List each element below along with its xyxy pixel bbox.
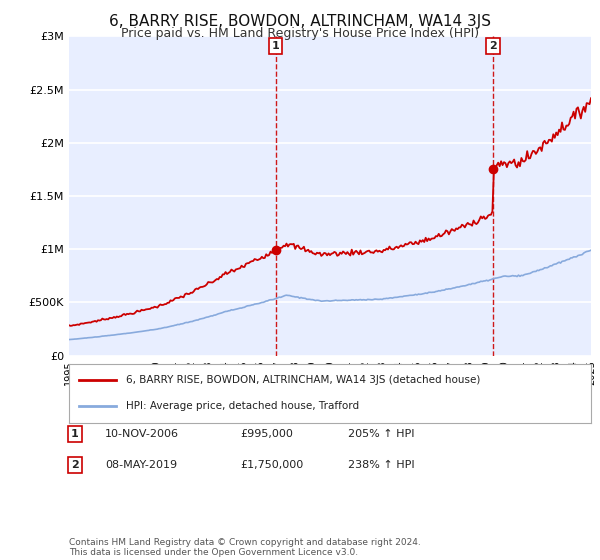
Text: 10-NOV-2006: 10-NOV-2006	[105, 429, 179, 439]
Text: 2: 2	[489, 41, 497, 51]
Text: 205% ↑ HPI: 205% ↑ HPI	[348, 429, 415, 439]
Text: Contains HM Land Registry data © Crown copyright and database right 2024.
This d: Contains HM Land Registry data © Crown c…	[69, 538, 421, 557]
Text: Price paid vs. HM Land Registry's House Price Index (HPI): Price paid vs. HM Land Registry's House …	[121, 27, 479, 40]
Text: £1,750,000: £1,750,000	[240, 460, 303, 470]
Text: 08-MAY-2019: 08-MAY-2019	[105, 460, 177, 470]
Text: 6, BARRY RISE, BOWDON, ALTRINCHAM, WA14 3JS: 6, BARRY RISE, BOWDON, ALTRINCHAM, WA14 …	[109, 14, 491, 29]
Text: 238% ↑ HPI: 238% ↑ HPI	[348, 460, 415, 470]
Text: HPI: Average price, detached house, Trafford: HPI: Average price, detached house, Traf…	[127, 402, 359, 412]
Text: 6, BARRY RISE, BOWDON, ALTRINCHAM, WA14 3JS (detached house): 6, BARRY RISE, BOWDON, ALTRINCHAM, WA14 …	[127, 375, 481, 385]
Text: £995,000: £995,000	[240, 429, 293, 439]
Text: 2: 2	[71, 460, 79, 470]
Text: 1: 1	[272, 41, 280, 51]
Text: 1: 1	[71, 429, 79, 439]
